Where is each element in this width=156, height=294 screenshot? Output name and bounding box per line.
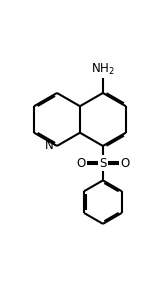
Text: S: S [99,157,107,170]
Text: O: O [76,157,85,170]
Text: N: N [45,139,54,153]
Text: O: O [121,157,130,170]
Text: NH$_2$: NH$_2$ [91,62,115,77]
